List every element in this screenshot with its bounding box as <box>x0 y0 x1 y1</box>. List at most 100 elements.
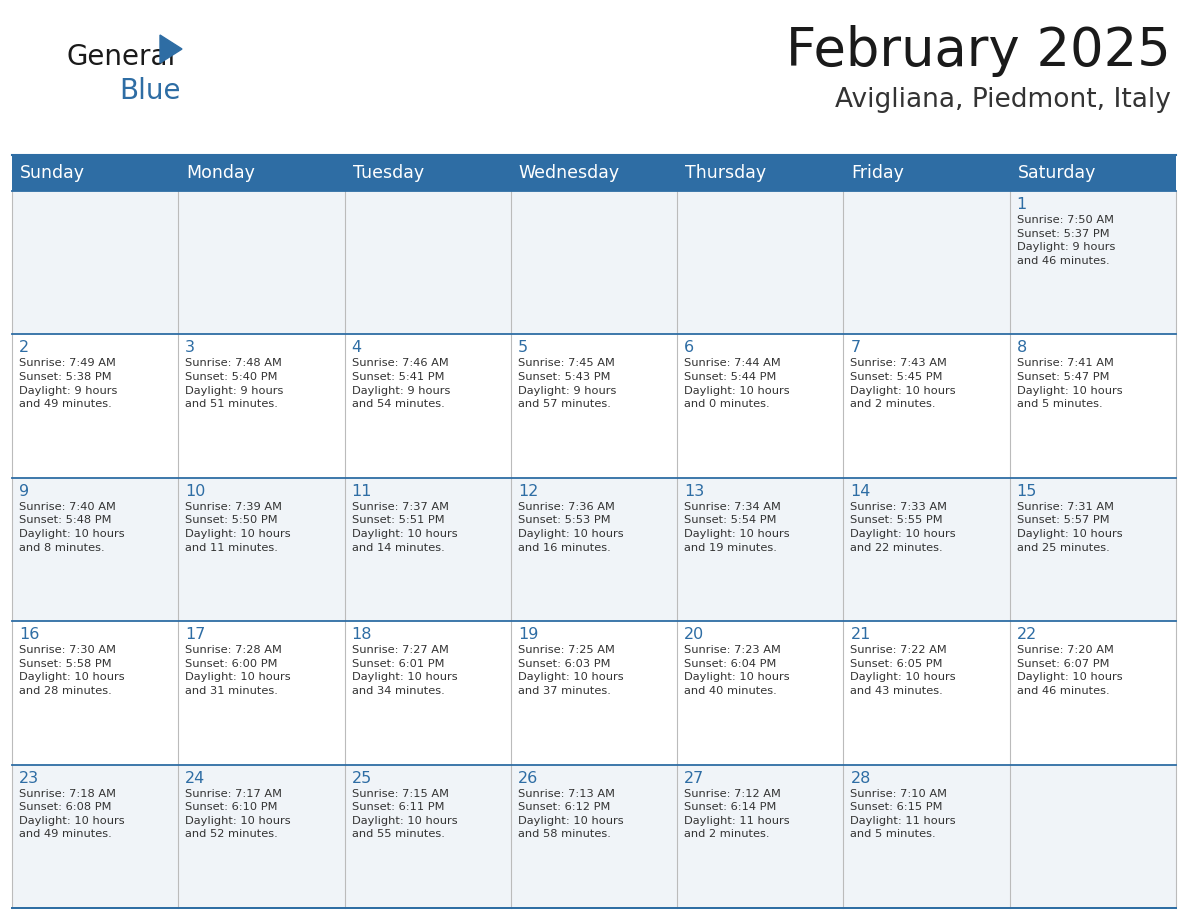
Text: Sunrise: 7:37 AM
Sunset: 5:51 PM
Daylight: 10 hours
and 14 minutes.: Sunrise: 7:37 AM Sunset: 5:51 PM Dayligh… <box>352 502 457 553</box>
Bar <box>511 477 677 621</box>
Text: Sunrise: 7:34 AM
Sunset: 5:54 PM
Daylight: 10 hours
and 19 minutes.: Sunrise: 7:34 AM Sunset: 5:54 PM Dayligh… <box>684 502 790 553</box>
Text: Sunrise: 7:23 AM
Sunset: 6:04 PM
Daylight: 10 hours
and 40 minutes.: Sunrise: 7:23 AM Sunset: 6:04 PM Dayligh… <box>684 645 790 696</box>
Text: 14: 14 <box>851 484 871 498</box>
Text: Tuesday: Tuesday <box>353 164 424 182</box>
Bar <box>511 621 677 765</box>
Bar <box>677 765 843 908</box>
Bar <box>511 765 677 908</box>
Text: Sunrise: 7:46 AM
Sunset: 5:41 PM
Daylight: 9 hours
and 54 minutes.: Sunrise: 7:46 AM Sunset: 5:41 PM Dayligh… <box>352 358 450 409</box>
Bar <box>12 621 178 765</box>
Text: 24: 24 <box>185 770 206 786</box>
Text: 4: 4 <box>352 341 361 355</box>
Text: Sunrise: 7:28 AM
Sunset: 6:00 PM
Daylight: 10 hours
and 31 minutes.: Sunrise: 7:28 AM Sunset: 6:00 PM Dayligh… <box>185 645 291 696</box>
Bar <box>12 334 178 477</box>
Bar <box>178 765 345 908</box>
Text: 16: 16 <box>19 627 39 643</box>
Bar <box>1010 477 1176 621</box>
Text: Sunrise: 7:30 AM
Sunset: 5:58 PM
Daylight: 10 hours
and 28 minutes.: Sunrise: 7:30 AM Sunset: 5:58 PM Dayligh… <box>19 645 125 696</box>
Text: 15: 15 <box>1017 484 1037 498</box>
Text: General: General <box>67 43 176 71</box>
Text: Sunrise: 7:10 AM
Sunset: 6:15 PM
Daylight: 11 hours
and 5 minutes.: Sunrise: 7:10 AM Sunset: 6:15 PM Dayligh… <box>851 789 956 839</box>
Text: Sunrise: 7:33 AM
Sunset: 5:55 PM
Daylight: 10 hours
and 22 minutes.: Sunrise: 7:33 AM Sunset: 5:55 PM Dayligh… <box>851 502 956 553</box>
Text: Sunrise: 7:13 AM
Sunset: 6:12 PM
Daylight: 10 hours
and 58 minutes.: Sunrise: 7:13 AM Sunset: 6:12 PM Dayligh… <box>518 789 624 839</box>
Text: Sunrise: 7:40 AM
Sunset: 5:48 PM
Daylight: 10 hours
and 8 minutes.: Sunrise: 7:40 AM Sunset: 5:48 PM Dayligh… <box>19 502 125 553</box>
Bar <box>843 765 1010 908</box>
Text: 6: 6 <box>684 341 694 355</box>
Bar <box>843 191 1010 334</box>
Text: 3: 3 <box>185 341 195 355</box>
Text: Saturday: Saturday <box>1018 164 1097 182</box>
Text: Monday: Monday <box>187 164 255 182</box>
Bar <box>843 621 1010 765</box>
Bar <box>12 477 178 621</box>
Text: Sunrise: 7:45 AM
Sunset: 5:43 PM
Daylight: 9 hours
and 57 minutes.: Sunrise: 7:45 AM Sunset: 5:43 PM Dayligh… <box>518 358 617 409</box>
Bar <box>12 191 178 334</box>
Text: 13: 13 <box>684 484 704 498</box>
Text: 12: 12 <box>518 484 538 498</box>
Bar <box>345 621 511 765</box>
Bar <box>511 334 677 477</box>
Text: Sunrise: 7:18 AM
Sunset: 6:08 PM
Daylight: 10 hours
and 49 minutes.: Sunrise: 7:18 AM Sunset: 6:08 PM Dayligh… <box>19 789 125 839</box>
Bar <box>178 334 345 477</box>
Text: Sunrise: 7:15 AM
Sunset: 6:11 PM
Daylight: 10 hours
and 55 minutes.: Sunrise: 7:15 AM Sunset: 6:11 PM Dayligh… <box>352 789 457 839</box>
Text: 11: 11 <box>352 484 372 498</box>
Text: Sunrise: 7:48 AM
Sunset: 5:40 PM
Daylight: 9 hours
and 51 minutes.: Sunrise: 7:48 AM Sunset: 5:40 PM Dayligh… <box>185 358 284 409</box>
Bar <box>12 155 1176 191</box>
Text: 8: 8 <box>1017 341 1026 355</box>
Text: 21: 21 <box>851 627 871 643</box>
Text: Blue: Blue <box>119 77 181 105</box>
Text: 26: 26 <box>518 770 538 786</box>
Text: Sunrise: 7:25 AM
Sunset: 6:03 PM
Daylight: 10 hours
and 37 minutes.: Sunrise: 7:25 AM Sunset: 6:03 PM Dayligh… <box>518 645 624 696</box>
Bar <box>843 477 1010 621</box>
Text: Friday: Friday <box>852 164 904 182</box>
Text: 17: 17 <box>185 627 206 643</box>
Text: 20: 20 <box>684 627 704 643</box>
Bar <box>345 334 511 477</box>
Bar <box>12 765 178 908</box>
Text: Sunrise: 7:39 AM
Sunset: 5:50 PM
Daylight: 10 hours
and 11 minutes.: Sunrise: 7:39 AM Sunset: 5:50 PM Dayligh… <box>185 502 291 553</box>
Text: 25: 25 <box>352 770 372 786</box>
Text: Sunrise: 7:27 AM
Sunset: 6:01 PM
Daylight: 10 hours
and 34 minutes.: Sunrise: 7:27 AM Sunset: 6:01 PM Dayligh… <box>352 645 457 696</box>
Bar <box>1010 191 1176 334</box>
Text: Sunrise: 7:20 AM
Sunset: 6:07 PM
Daylight: 10 hours
and 46 minutes.: Sunrise: 7:20 AM Sunset: 6:07 PM Dayligh… <box>1017 645 1123 696</box>
Text: 5: 5 <box>518 341 527 355</box>
Text: Thursday: Thursday <box>685 164 766 182</box>
Text: Avigliana, Piedmont, Italy: Avigliana, Piedmont, Italy <box>835 87 1171 113</box>
Text: 22: 22 <box>1017 627 1037 643</box>
Text: February 2025: February 2025 <box>786 25 1171 77</box>
Bar <box>345 477 511 621</box>
Text: Sunday: Sunday <box>20 164 86 182</box>
Text: 7: 7 <box>851 341 860 355</box>
Text: 9: 9 <box>19 484 30 498</box>
Bar <box>1010 334 1176 477</box>
Bar <box>1010 621 1176 765</box>
Text: Sunrise: 7:17 AM
Sunset: 6:10 PM
Daylight: 10 hours
and 52 minutes.: Sunrise: 7:17 AM Sunset: 6:10 PM Dayligh… <box>185 789 291 839</box>
Text: Sunrise: 7:22 AM
Sunset: 6:05 PM
Daylight: 10 hours
and 43 minutes.: Sunrise: 7:22 AM Sunset: 6:05 PM Dayligh… <box>851 645 956 696</box>
Text: Sunrise: 7:31 AM
Sunset: 5:57 PM
Daylight: 10 hours
and 25 minutes.: Sunrise: 7:31 AM Sunset: 5:57 PM Dayligh… <box>1017 502 1123 553</box>
Text: Sunrise: 7:49 AM
Sunset: 5:38 PM
Daylight: 9 hours
and 49 minutes.: Sunrise: 7:49 AM Sunset: 5:38 PM Dayligh… <box>19 358 118 409</box>
Bar <box>677 191 843 334</box>
Text: 18: 18 <box>352 627 372 643</box>
Bar <box>1010 765 1176 908</box>
Text: Sunrise: 7:43 AM
Sunset: 5:45 PM
Daylight: 10 hours
and 2 minutes.: Sunrise: 7:43 AM Sunset: 5:45 PM Dayligh… <box>851 358 956 409</box>
Text: 28: 28 <box>851 770 871 786</box>
Text: Sunrise: 7:41 AM
Sunset: 5:47 PM
Daylight: 10 hours
and 5 minutes.: Sunrise: 7:41 AM Sunset: 5:47 PM Dayligh… <box>1017 358 1123 409</box>
Bar <box>178 191 345 334</box>
Polygon shape <box>160 35 182 63</box>
Bar <box>345 191 511 334</box>
Text: Sunrise: 7:50 AM
Sunset: 5:37 PM
Daylight: 9 hours
and 46 minutes.: Sunrise: 7:50 AM Sunset: 5:37 PM Dayligh… <box>1017 215 1116 266</box>
Text: 19: 19 <box>518 627 538 643</box>
Text: Sunrise: 7:44 AM
Sunset: 5:44 PM
Daylight: 10 hours
and 0 minutes.: Sunrise: 7:44 AM Sunset: 5:44 PM Dayligh… <box>684 358 790 409</box>
Bar <box>511 191 677 334</box>
Bar <box>677 477 843 621</box>
Bar <box>677 334 843 477</box>
Text: 2: 2 <box>19 341 30 355</box>
Text: Wednesday: Wednesday <box>519 164 620 182</box>
Bar <box>345 765 511 908</box>
Bar <box>178 621 345 765</box>
Bar <box>178 477 345 621</box>
Text: 27: 27 <box>684 770 704 786</box>
Text: Sunrise: 7:36 AM
Sunset: 5:53 PM
Daylight: 10 hours
and 16 minutes.: Sunrise: 7:36 AM Sunset: 5:53 PM Dayligh… <box>518 502 624 553</box>
Bar <box>843 334 1010 477</box>
Bar <box>677 621 843 765</box>
